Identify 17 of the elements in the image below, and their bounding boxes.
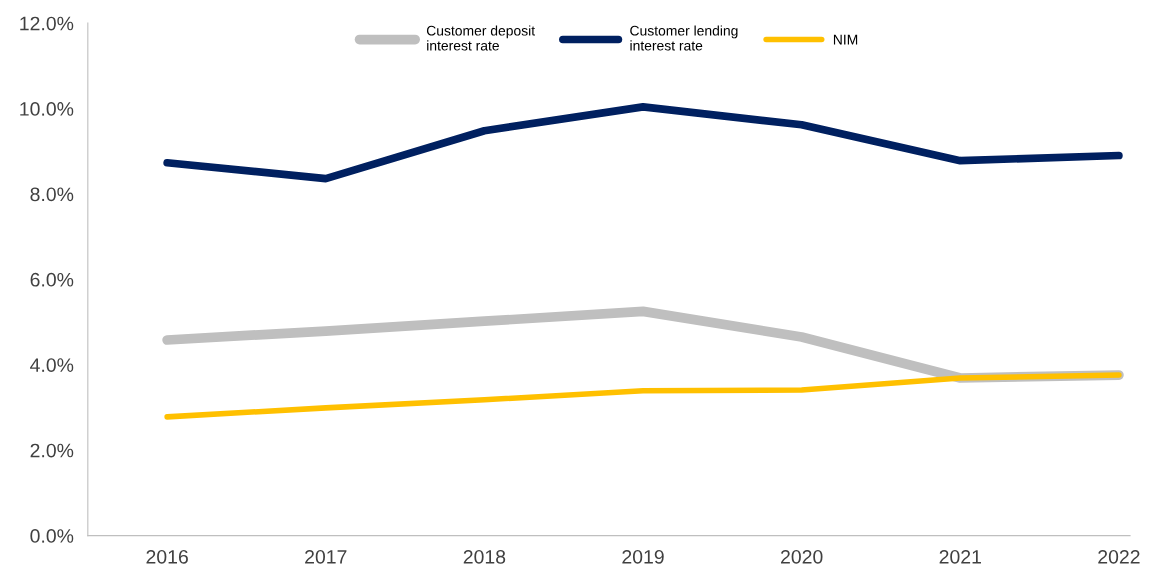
x-tick-label: 2018: [463, 549, 506, 564]
y-tick-label: 4.0%: [30, 358, 74, 373]
x-tick-label: 2017: [305, 549, 347, 564]
x-tick-label: 2020: [781, 549, 823, 564]
y-tick-label: 0.0%: [30, 529, 74, 543]
legend-label: NIM: [833, 34, 858, 45]
y-tick-label: 8.0%: [30, 187, 74, 202]
x-tick-label: 2022: [1098, 549, 1140, 564]
legend-label: Customer lending interest rate: [630, 25, 738, 51]
legend-label: Customer deposit interest rate: [426, 25, 535, 51]
y-tick-label: 12.0%: [20, 16, 74, 31]
x-tick-label: 2021: [939, 549, 981, 564]
y-tick-label: 2.0%: [30, 443, 74, 458]
y-tick-label: 6.0%: [30, 272, 74, 287]
y-tick-label: 10.0%: [20, 102, 74, 116]
x-tick-label: 2016: [146, 549, 188, 564]
x-tick-label: 2019: [622, 549, 664, 564]
